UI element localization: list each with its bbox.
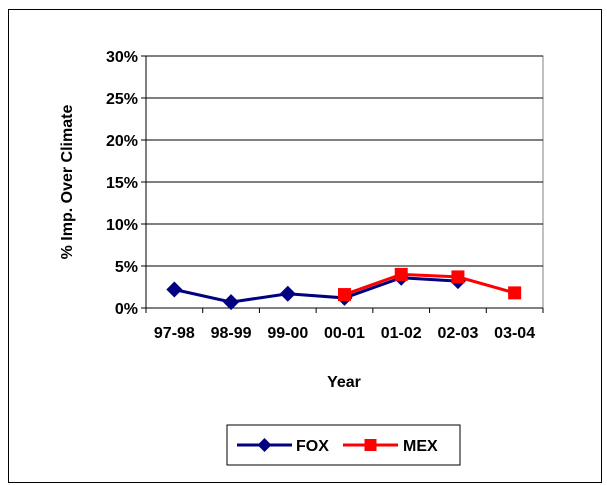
y-tick-label: 25% bbox=[106, 91, 138, 108]
legend-mex-marker bbox=[364, 439, 377, 451]
data-point-fox bbox=[279, 285, 296, 302]
y-tick-label: 5% bbox=[115, 259, 138, 276]
y-axis-title: % Imp. Over Climate bbox=[59, 105, 76, 260]
x-tick-label: 03-04 bbox=[494, 325, 535, 342]
legend-mex-label: MEX bbox=[403, 438, 438, 455]
x-tick-label: 98-99 bbox=[211, 325, 252, 342]
x-tick-label: 01-02 bbox=[381, 325, 422, 342]
legend-fox-label: FOX bbox=[296, 438, 329, 455]
series-line-fox bbox=[174, 276, 459, 304]
y-tick-label: 10% bbox=[106, 217, 138, 234]
y-tick-labels: 0% 5% 10% 15% 20% 25% 30% bbox=[106, 49, 138, 318]
gridlines bbox=[141, 55, 543, 309]
axes bbox=[145, 56, 543, 309]
x-axis-title: Year bbox=[327, 374, 361, 391]
data-point-fox bbox=[166, 281, 183, 298]
y-tick-label: 0% bbox=[115, 301, 138, 318]
legend: FOX MEX bbox=[226, 424, 461, 466]
data-point-mex bbox=[394, 267, 408, 281]
legend-item-fox: FOX bbox=[237, 438, 329, 455]
data-point-mex bbox=[508, 286, 522, 300]
y-tick-label: 20% bbox=[106, 133, 138, 150]
x-tick-label: 99-00 bbox=[267, 325, 308, 342]
series-mex bbox=[338, 267, 522, 302]
series-line-mex bbox=[343, 272, 516, 296]
data-point-fox bbox=[223, 294, 240, 311]
legend-item-mex: MEX bbox=[343, 438, 438, 455]
x-tick-label: 02-03 bbox=[437, 325, 478, 342]
y-tick-label: 30% bbox=[106, 49, 138, 66]
x-tick-label: 00-01 bbox=[324, 325, 365, 342]
y-tick-label: 15% bbox=[106, 175, 138, 192]
data-point-mex bbox=[338, 288, 351, 302]
x-tick-labels: 97-98 98-99 99-00 00-01 01-02 02-03 03-04 bbox=[145, 308, 544, 342]
x-tick-label: 97-98 bbox=[154, 325, 195, 342]
series bbox=[166, 267, 522, 311]
legend-fox-marker bbox=[257, 438, 272, 452]
data-point-mex bbox=[451, 270, 465, 284]
